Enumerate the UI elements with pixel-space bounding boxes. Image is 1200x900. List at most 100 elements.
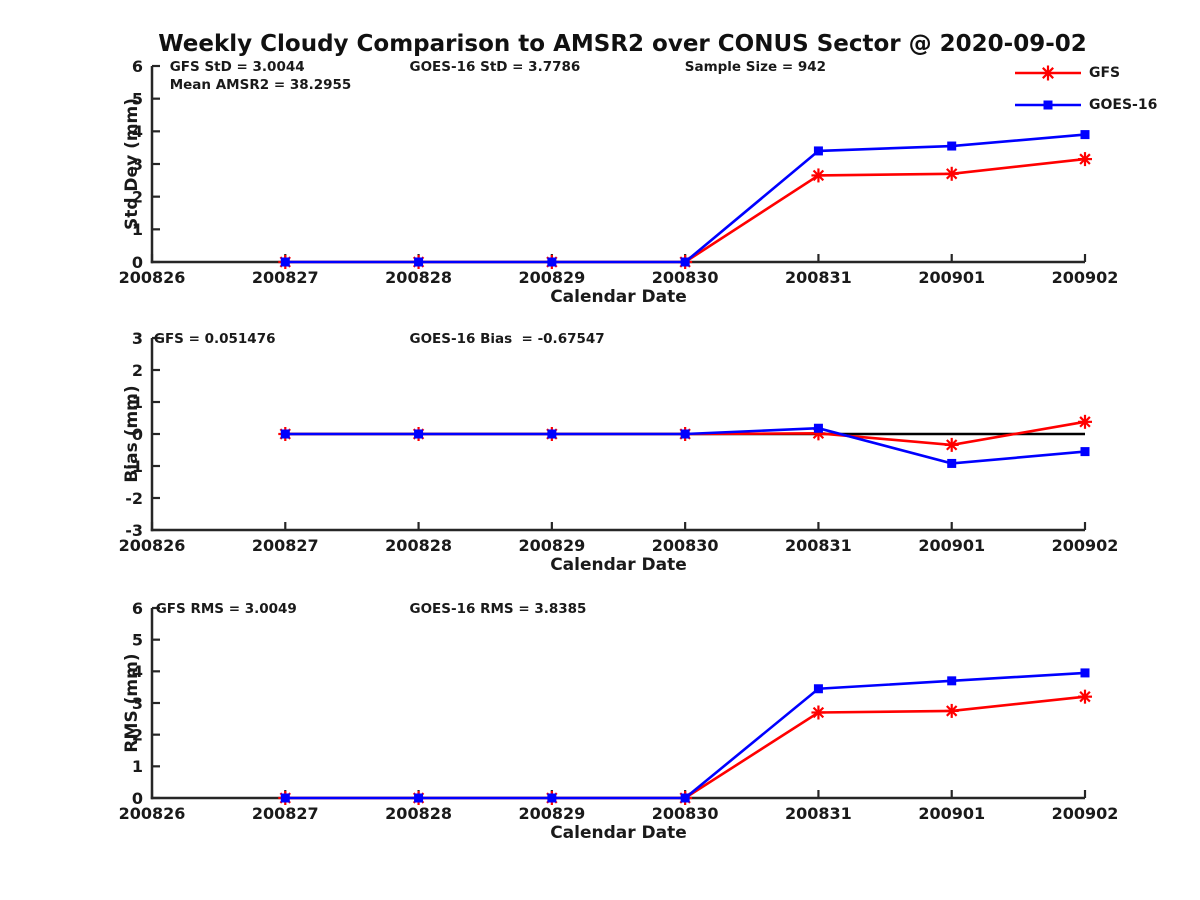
gfs-marker xyxy=(944,703,959,718)
gfs-marker xyxy=(1078,689,1092,704)
gfs-marker xyxy=(811,705,826,720)
goes-16-marker xyxy=(547,793,557,803)
goes-16-series xyxy=(280,668,1090,803)
x-tick-label: 200826 xyxy=(119,268,186,287)
goes-16-marker xyxy=(680,429,690,439)
goes-16-marker xyxy=(1080,668,1090,678)
x-tick-label: 200902 xyxy=(1052,804,1119,823)
annotation: GFS = 0.051476 xyxy=(154,331,276,347)
annotation: GOES-16 RMS = 3.8385 xyxy=(410,601,587,617)
x-axis-label: Calendar Date xyxy=(550,287,687,307)
x-tick-label: 200830 xyxy=(652,536,719,555)
y-tick-label: -1 xyxy=(125,457,143,476)
goes-16-marker xyxy=(414,793,424,803)
x-tick-label: 200828 xyxy=(385,536,452,555)
y-tick-label: 2 xyxy=(132,361,143,380)
y-tick-label: 1 xyxy=(132,393,143,412)
y-tick-label: -3 xyxy=(125,521,143,540)
y-axis-label: Bias (mm) xyxy=(122,385,142,482)
x-tick-label: 200831 xyxy=(785,804,852,823)
x-tick-label: 200827 xyxy=(252,804,319,823)
y-tick-label: 5 xyxy=(132,630,143,649)
y-tick-label: 0 xyxy=(132,425,143,444)
legend: GFS GOES-16 xyxy=(1012,62,1157,126)
goes-16-marker xyxy=(414,257,424,267)
goes-16-marker xyxy=(813,423,823,433)
x-tick-label: 200830 xyxy=(652,804,719,823)
x-tick-label: 200827 xyxy=(252,268,319,287)
y-tick-label: 2 xyxy=(132,187,143,206)
x-tick-label: 200826 xyxy=(119,536,186,555)
y-tick-label: 6 xyxy=(132,599,143,618)
goes-16-marker xyxy=(280,429,290,439)
gfs-series xyxy=(278,152,1092,269)
gfs-line-asterisk-icon xyxy=(1015,65,1081,81)
annotation: Sample Size = 942 xyxy=(685,59,826,75)
y-tick-label: 6 xyxy=(132,57,143,76)
goes-16-line xyxy=(285,133,1086,264)
x-tick-label: 200829 xyxy=(518,804,585,823)
annotation: Mean AMSR2 = 38.2955 xyxy=(170,77,352,93)
goes-16-marker xyxy=(1080,130,1090,140)
panel-std-dev: 0 1 2 3 4 5 6 200826 200827 200828 200829 200830 200… xyxy=(119,57,1119,307)
goes-16-marker xyxy=(947,676,957,686)
x-tick-label: 200830 xyxy=(652,268,719,287)
x-tick-label: 200827 xyxy=(252,536,319,555)
gfs-line xyxy=(285,157,1086,264)
y-tick-label: 0 xyxy=(132,789,143,808)
annotation: GFS RMS = 3.0049 xyxy=(156,601,297,617)
goes-16-line xyxy=(285,671,1086,800)
x-tick-label: 200902 xyxy=(1052,268,1119,287)
y-tick-label: 0 xyxy=(132,253,143,272)
goes-16-series xyxy=(280,423,1090,468)
goes-16-marker xyxy=(414,429,424,439)
goes-16-marker xyxy=(1080,447,1090,457)
gfs-marker xyxy=(811,168,826,183)
goes-16-marker xyxy=(680,793,690,803)
goes-16-marker xyxy=(547,429,557,439)
legend-label-gfs: GFS xyxy=(1089,65,1121,81)
gfs-marker xyxy=(944,437,959,452)
x-tick-label: 200829 xyxy=(518,536,585,555)
y-tick-label: 3 xyxy=(132,329,143,348)
y-tick-label: 2 xyxy=(132,725,143,744)
x-tick-label: 200901 xyxy=(918,536,985,555)
y-tick-label: 5 xyxy=(132,89,143,108)
goes-16-marker xyxy=(280,257,290,267)
y-axis-label: Std Dev (mm) xyxy=(122,98,142,230)
x-tick-label: 200901 xyxy=(918,268,985,287)
legend-item-goes16: GOES-16 xyxy=(1012,94,1157,116)
y-tick-label: 4 xyxy=(132,662,143,681)
x-tick-label: 200828 xyxy=(385,804,452,823)
goes-16-marker xyxy=(680,257,690,267)
gfs-series xyxy=(278,689,1092,805)
y-tick-label: 4 xyxy=(132,122,143,141)
y-tick-label: 1 xyxy=(132,757,143,776)
annotation: GFS StD = 3.0044 xyxy=(170,59,305,75)
gfs-marker xyxy=(944,166,959,181)
x-tick-label: 200902 xyxy=(1052,536,1119,555)
y-tick-label: -2 xyxy=(125,489,143,508)
goes-16-marker xyxy=(947,458,957,468)
y-axis-label: RMS (mm) xyxy=(122,653,142,752)
x-tick-label: 200828 xyxy=(385,268,452,287)
x-axis-label: Calendar Date xyxy=(550,555,687,575)
x-tick-label: 200831 xyxy=(785,536,852,555)
y-tick-label: 3 xyxy=(132,155,143,174)
panel-bias: -3 -2 -1 0 1 2 3 200826 200827 200828 200829 200830… xyxy=(119,329,1119,575)
annotation: GOES-16 Bias = -0.67547 xyxy=(410,331,605,347)
goes-16-marker xyxy=(280,793,290,803)
goes-16-marker xyxy=(813,684,823,694)
x-tick-label: 200901 xyxy=(918,804,985,823)
chart-title: Weekly Cloudy Comparison to AMSR2 over C… xyxy=(158,31,1087,57)
x-tick-label: 200829 xyxy=(518,268,585,287)
gfs-marker xyxy=(1078,414,1092,429)
annotation: GOES-16 StD = 3.7786 xyxy=(410,59,581,75)
legend-item-gfs: GFS xyxy=(1012,62,1157,84)
goes16-line-square-icon xyxy=(1015,100,1081,110)
gfs-line xyxy=(285,695,1086,800)
x-tick-label: 200831 xyxy=(785,268,852,287)
legend-label-goes16: GOES-16 xyxy=(1089,97,1158,113)
